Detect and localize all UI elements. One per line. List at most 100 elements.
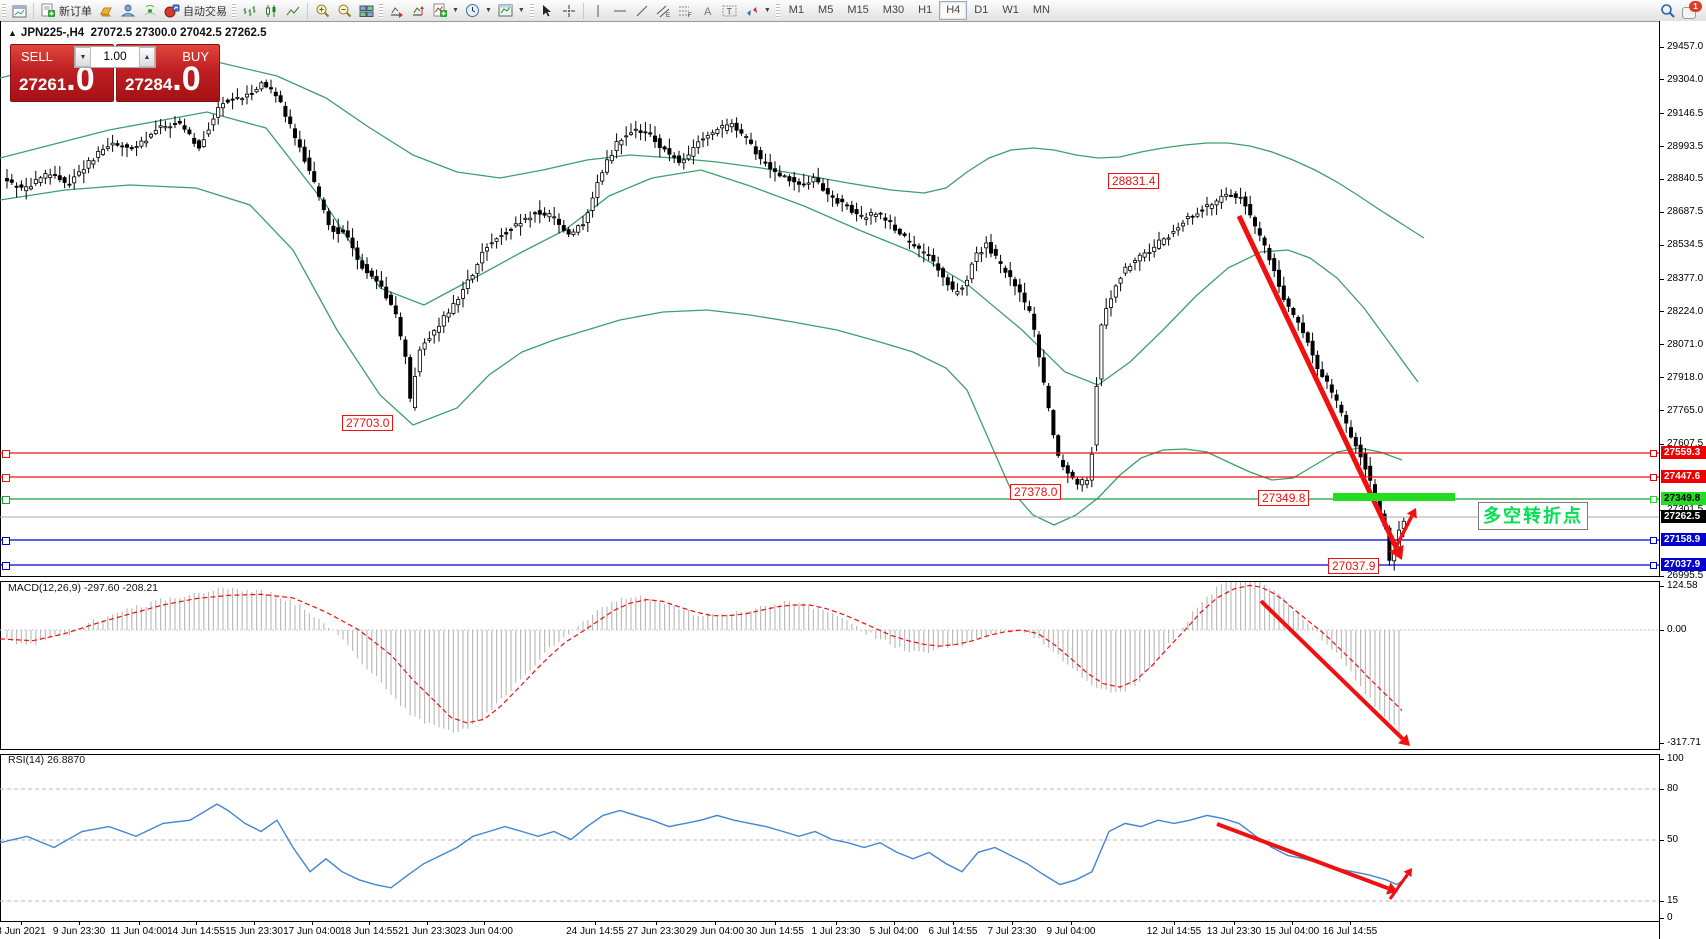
label-tool-button[interactable]: T — [719, 1, 741, 20]
price-callout[interactable]: 27037.9 — [1328, 558, 1380, 574]
price-callout[interactable]: 28831.4 — [1108, 173, 1160, 189]
text-icon: A — [700, 3, 716, 19]
text-tool-button[interactable]: A — [697, 1, 719, 20]
volume-value[interactable]: 1.00 — [103, 49, 127, 63]
tab-m5[interactable]: M5 — [818, 4, 834, 16]
price-callout[interactable]: 27703.0 — [342, 415, 394, 431]
tab-m30[interactable]: M30 — [882, 4, 905, 16]
buy-price: 27284.0 — [125, 60, 201, 98]
price-axis[interactable]: 29457.0 29304.0 29146.5 28993.5 28840.5 28687… — [1659, 21, 1706, 939]
chart-shift-button[interactable] — [407, 1, 429, 20]
line-handle[interactable] — [2, 474, 10, 482]
price-axis-tag: 27447.6 — [1661, 470, 1706, 483]
price-tick-mark — [1660, 278, 1664, 280]
tag-anchor-handle[interactable] — [1650, 537, 1657, 544]
channel-tool-button[interactable]: E — [653, 1, 675, 20]
line-handle[interactable] — [2, 450, 10, 458]
macd-pane-separator[interactable] — [0, 576, 1660, 582]
macd-tick-label: 0.00 — [1667, 624, 1687, 635]
fibonacci-tool-button[interactable]: F — [675, 1, 697, 20]
periods-button[interactable]: ▼ — [462, 1, 495, 20]
time-axis-label: 21 Jun 23:30 — [398, 926, 456, 937]
signal-button[interactable] — [139, 1, 161, 20]
text-label-icon: T — [722, 3, 738, 19]
rsi-tick-mark — [1660, 759, 1664, 760]
one-click-trading-panel: SELL 27261.0 BUY 27284.0 ▼ 1.00 ▲ — [10, 44, 220, 102]
volume-decrease-button[interactable]: ▼ — [75, 47, 91, 67]
price-tick-label: 28687.5 — [1667, 206, 1704, 218]
hline-tool-button[interactable] — [609, 1, 631, 20]
time-tick-mark — [953, 922, 954, 925]
rsi-pane-separator[interactable] — [0, 749, 1660, 755]
vline-tool-button[interactable] — [587, 1, 609, 20]
price-tick-mark — [1660, 146, 1664, 148]
tab-m1[interactable]: M1 — [788, 4, 805, 16]
line-handle[interactable] — [2, 496, 10, 504]
rsi-line — [0, 803, 1409, 889]
time-tick-mark — [595, 922, 596, 925]
bar-chart-button[interactable] — [238, 1, 260, 20]
tab-d1[interactable]: D1 — [974, 4, 989, 16]
zoom-out-button[interactable] — [333, 1, 355, 20]
price-tick-label: 27918.0 — [1667, 371, 1704, 383]
chart-title: ▲ JPN225-,H4 27072.5 27300.0 27042.5 2726… — [8, 27, 266, 39]
tab-h1[interactable]: H1 — [918, 4, 933, 16]
chart-region[interactable]: 29457.0 29304.0 29146.5 28993.5 28840.5 28687… — [0, 21, 1706, 939]
tag-anchor-handle[interactable] — [1650, 496, 1657, 503]
time-tick-mark — [656, 922, 657, 925]
line-chart-button[interactable] — [282, 1, 304, 20]
line-handle[interactable] — [2, 537, 10, 545]
search-icon[interactable] — [1660, 3, 1676, 19]
community-button[interactable] — [117, 1, 139, 20]
autotrade-label: 自动交易 — [183, 5, 227, 18]
price-callout[interactable]: 27349.8 — [1258, 490, 1310, 506]
tile-windows-button[interactable] — [355, 1, 377, 20]
new-chart-button[interactable] — [8, 1, 30, 20]
cursor-tool-button[interactable] — [536, 1, 558, 20]
collapse-arrow-icon[interactable]: ▲ — [8, 28, 17, 38]
tab-h4[interactable]: H4 — [939, 1, 968, 20]
volume-increase-button[interactable]: ▲ — [139, 47, 155, 67]
tab-mn[interactable]: MN — [1032, 4, 1050, 16]
time-tick-mark — [484, 922, 485, 925]
crosshair-tool-button[interactable] — [558, 1, 580, 20]
rsi-tick-label: 0 — [1667, 912, 1673, 923]
price-tick-mark — [1660, 377, 1664, 379]
line-handle[interactable] — [2, 562, 10, 570]
time-axis-label: 30 Jun 14:55 — [746, 926, 804, 937]
turning-point-annotation[interactable]: 多空转折点 — [1478, 502, 1588, 530]
arrows-tool-button[interactable]: ▼ — [741, 1, 774, 20]
time-axis-label: 6 Jul 14:55 — [928, 926, 978, 937]
time-axis-label: 27 Jun 23:30 — [627, 926, 685, 937]
trendline-tool-button[interactable] — [631, 1, 653, 20]
gold-tool-button[interactable] — [95, 1, 117, 20]
time-tick-mark — [139, 922, 140, 925]
price-callout[interactable]: 27378.0 — [1010, 484, 1062, 500]
buy-button[interactable]: BUY 27284.0 — [116, 44, 220, 102]
tab-w1[interactable]: W1 — [1002, 4, 1019, 16]
symbol-period-label: JPN225-,H4 — [20, 27, 85, 39]
toolbar-grip[interactable] — [2, 3, 6, 18]
tab-m15[interactable]: M15 — [847, 4, 869, 16]
time-tick-mark — [1012, 922, 1013, 925]
notifications-button[interactable]: 1 — [1682, 0, 1702, 19]
tag-anchor-handle[interactable] — [1650, 450, 1657, 457]
tag-anchor-handle[interactable] — [1650, 474, 1657, 481]
indicators-button[interactable]: ▼ — [429, 1, 462, 20]
tag-anchor-handle[interactable] — [1650, 562, 1657, 569]
templates-button[interactable]: ▼ — [495, 1, 528, 20]
zoom-in-button[interactable] — [311, 1, 333, 20]
autotrade-button[interactable]: 自动交易 — [161, 1, 230, 20]
gold-ingot-icon — [98, 3, 114, 19]
price-tick-mark — [1660, 46, 1664, 48]
time-tick-mark — [715, 922, 716, 925]
price-tick-mark — [1660, 211, 1664, 213]
auto-scroll-button[interactable] — [385, 1, 407, 20]
candle-chart-button[interactable] — [260, 1, 282, 20]
chart-canvas[interactable] — [0, 21, 1706, 939]
arrow-objects-icon — [744, 3, 760, 19]
price-axis-tag: 27559.3 — [1661, 446, 1706, 459]
new-order-button[interactable]: 新订单 — [37, 1, 95, 20]
time-tick-mark — [312, 922, 313, 925]
support-highlight-bar[interactable] — [1333, 493, 1455, 501]
